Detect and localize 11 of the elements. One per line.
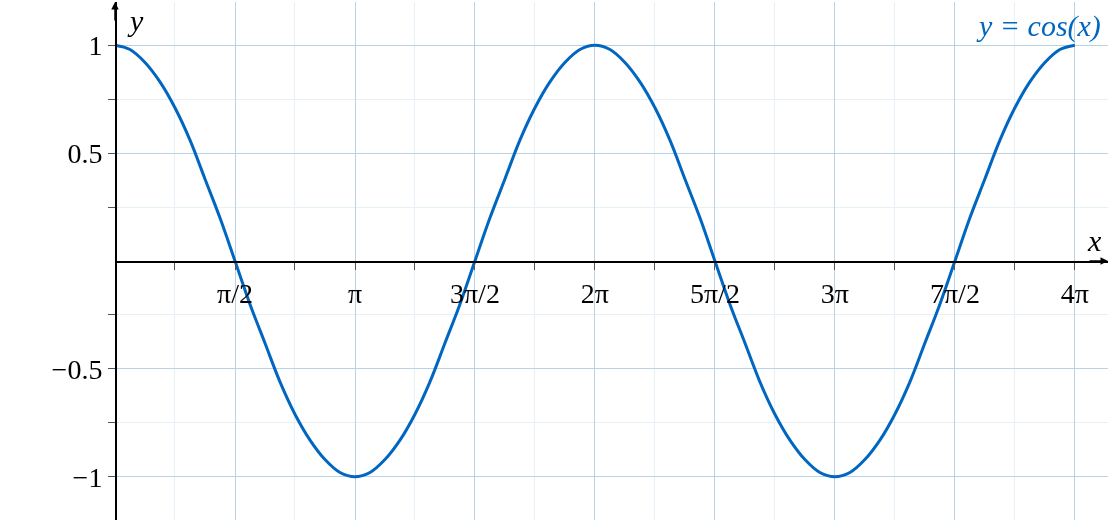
y-tick-label: 1: [88, 29, 103, 61]
x-tick-label: π: [347, 278, 363, 310]
y-tick-label: −1: [72, 461, 103, 493]
y-axis-title: y: [127, 4, 144, 37]
x-tick-label: 2π: [580, 278, 609, 310]
y-tick-label: −0.5: [51, 353, 103, 385]
y-tick-label: 0.5: [67, 137, 103, 169]
x-axis-title: x: [1087, 224, 1102, 257]
x-tick-label: 3π: [820, 278, 849, 310]
x-tick-label: 4π: [1060, 278, 1089, 310]
series-label: y = cos(x): [976, 9, 1101, 43]
